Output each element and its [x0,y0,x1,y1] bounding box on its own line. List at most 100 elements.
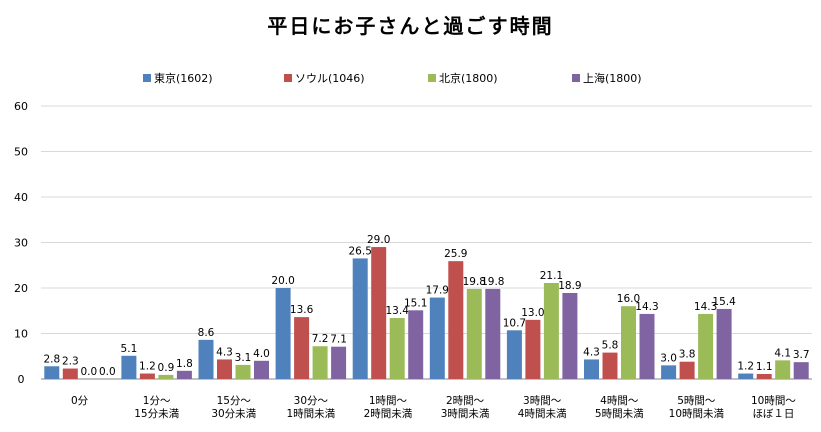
data-label: 3.1 [235,352,252,364]
data-label: 26.5 [349,245,372,257]
bar-1-3 [294,317,310,379]
y-tick-label: 0 [18,373,25,386]
legend: 東京(1602) ソウル(1046) 北京(1800) 上海(1800) [0,70,821,86]
x-tick-label: 1時間〜 [369,395,408,407]
bar-3-2 [254,360,269,379]
data-label: 15.1 [404,297,427,309]
legend-swatch [572,74,580,82]
y-tick-label: 50 [14,146,28,159]
x-tick-label: 4時間未満 [518,408,567,420]
data-label: 1.2 [737,361,754,373]
data-label: 18.9 [558,280,581,292]
bar-2-3 [312,346,328,379]
bar-0-1 [121,355,137,379]
data-label: 7.2 [312,333,329,345]
bar-2-5 [466,288,482,379]
data-label: 19.8 [481,276,504,288]
data-label: 25.9 [444,248,467,260]
y-tick-label: 20 [14,282,28,295]
legend-label: ソウル(1046) [295,72,365,85]
data-label: 10.7 [503,317,526,329]
data-label: 0.0 [99,366,116,378]
data-label: 3.7 [793,349,810,361]
x-tick-label: 3時間〜 [523,395,562,407]
legend-item-3: 上海(1800) [572,70,642,86]
bar-1-1 [139,373,155,379]
legend-label: 北京(1800) [439,72,498,85]
data-label: 7.1 [330,334,347,346]
legend-item-2: 北京(1800) [428,70,498,86]
bar-3-8 [716,308,732,379]
bar-1-2 [217,359,232,379]
bar-0-7 [584,359,599,379]
x-tick-label: 1分〜 [143,395,171,407]
x-tick-label: 30分〜 [294,395,329,407]
data-label: 14.3 [694,301,717,313]
bar-0-9 [738,373,754,379]
bar-0-2 [198,339,214,379]
bar-2-6 [543,282,559,379]
data-label: 14.3 [635,301,658,313]
bar-1-5 [448,261,464,379]
bar-1-8 [679,361,695,379]
data-label: 2.3 [62,356,79,368]
bar-3-1 [176,370,192,379]
bar-0-3 [275,288,291,379]
legend-item-0: 東京(1602) [143,70,213,86]
bar-0-5 [429,297,445,379]
x-tick-label: 30分未満 [211,408,256,420]
x-tick-label: 1時間未満 [287,408,336,420]
bar-2-4 [389,318,405,379]
bar-1-0 [62,368,78,379]
data-label: 29.0 [367,234,390,246]
data-label: 21.1 [540,270,563,282]
data-label: 5.1 [121,343,138,355]
y-tick-label: 40 [14,191,28,204]
x-tick-label: 2時間〜 [446,395,485,407]
x-tick-label: 3時間未満 [441,408,490,420]
x-tick-label: 10時間〜 [751,395,796,407]
legend-label: 東京(1602) [154,72,213,85]
data-label: 1.1 [756,361,773,373]
x-tick-label: 10時間未満 [669,408,725,420]
data-label: 8.6 [198,327,215,339]
bar-0-6 [506,330,522,379]
data-label: 13.6 [290,304,314,316]
data-label: 17.9 [426,285,449,297]
x-tick-label: 5時間〜 [677,395,716,407]
data-label: 13.4 [386,305,410,317]
x-tick-label: 15分〜 [217,395,252,407]
chart-title: 平日にお子さんと過ごす時間 [267,14,554,38]
x-tick-label: 0分 [71,395,89,407]
data-label: 1.2 [139,361,156,373]
data-label: 16.0 [617,293,640,305]
bar-3-7 [639,313,655,379]
bar-3-3 [331,346,347,379]
bar-1-7 [602,352,618,379]
legend-swatch [284,74,292,82]
data-label: 4.1 [774,347,791,359]
legend-swatch [428,74,436,82]
y-tick-label: 10 [14,328,28,341]
x-tick-label: 5時間未満 [595,408,644,420]
bar-2-7 [621,306,636,379]
data-label: 1.8 [176,358,193,370]
data-label: 4.3 [216,346,233,358]
x-tick-label: 15分未満 [134,408,179,420]
bar-3-9 [793,362,809,379]
bar-3-6 [562,293,578,379]
data-label: 0.0 [80,366,97,378]
bar-1-4 [371,247,387,379]
bar-3-5 [485,288,501,379]
y-tick-label: 60 [14,100,28,113]
bar-1-9 [756,373,772,379]
data-label: 15.4 [712,296,736,308]
bar-0-0 [44,366,60,379]
data-label: 3.0 [660,352,677,364]
bar-2-8 [698,313,714,379]
legend-label: 上海(1800) [583,72,642,85]
data-label: 4.0 [253,348,270,360]
legend-swatch [143,74,151,82]
data-label: 3.8 [679,349,696,361]
